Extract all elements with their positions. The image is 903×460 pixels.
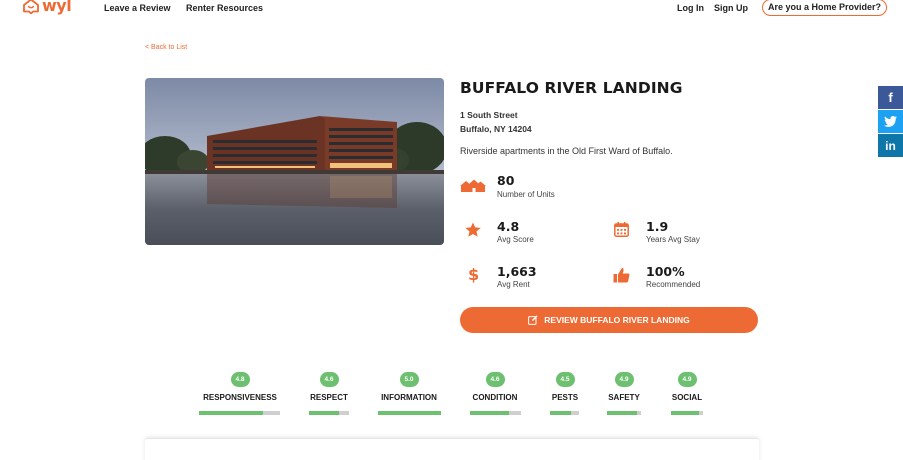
twitter-icon xyxy=(884,116,897,127)
recommended-value: 100% xyxy=(646,264,685,279)
rating-bar-safety xyxy=(607,411,641,415)
rating-label: RESPONSIVENESS xyxy=(203,393,277,402)
property-photo xyxy=(145,78,444,245)
rating-responsiveness: 4.8 RESPONSIVENESS xyxy=(180,372,300,402)
avg-rent-label: Avg Rent xyxy=(497,280,530,289)
rating-score-badge: 4.5 xyxy=(555,372,575,387)
star-icon xyxy=(465,222,481,237)
rating-bar-fill xyxy=(470,411,509,415)
avg-score-label: Avg Score xyxy=(497,235,534,244)
facebook-icon: f xyxy=(888,90,893,105)
rating-bar-respect xyxy=(309,411,349,415)
rating-score-badge: 4.6 xyxy=(319,372,339,387)
signup-link[interactable]: Sign Up xyxy=(714,3,748,13)
rating-bar-fill xyxy=(607,411,637,415)
rating-bar-fill xyxy=(199,411,263,415)
rating-label: SOCIAL xyxy=(671,393,703,402)
rating-score-badge: 4.9 xyxy=(614,372,634,387)
dollar-icon: $ xyxy=(468,265,480,284)
rating-bar-fill xyxy=(378,411,441,415)
twitter-share-button[interactable] xyxy=(878,110,903,133)
avg-rent-value: 1,663 xyxy=(497,264,537,279)
edit-icon xyxy=(528,315,538,325)
rating-label: INFORMATION xyxy=(381,393,437,402)
houses-icon xyxy=(460,179,486,192)
nav-renter-resources[interactable]: Renter Resources xyxy=(186,3,264,13)
rating-bar-social xyxy=(671,411,703,415)
address-line2: Buffalo, NY 14204 xyxy=(460,124,532,134)
rating-score-badge: 4.6 xyxy=(485,372,505,387)
rating-label: RESPECT xyxy=(310,393,348,402)
avg-stay-value: 1.9 xyxy=(646,219,669,234)
logo-text: wyl xyxy=(42,0,72,15)
units-value: 80 xyxy=(497,173,515,188)
stat-avg-stay: 1.9 Years Avg Stay xyxy=(613,219,753,249)
review-property-button[interactable]: REVIEW BUFFALO RIVER LANDING xyxy=(460,307,758,333)
address-line1: 1 South Street xyxy=(460,110,518,120)
thumbs-up-icon xyxy=(613,268,630,283)
recommended-label: Recommended xyxy=(646,280,701,289)
stat-recommended: 100% Recommended xyxy=(613,264,758,294)
rating-bar-fill xyxy=(309,411,340,415)
top-nav: wyl Leave a Review Renter Resources Log … xyxy=(0,0,903,18)
linkedin-icon: in xyxy=(885,138,896,153)
rating-bar-pests xyxy=(550,411,579,415)
rating-bar-information xyxy=(378,411,441,415)
review-button-label: REVIEW BUFFALO RIVER LANDING xyxy=(544,315,690,325)
rating-condition: 4.6 CONDITION xyxy=(435,372,555,402)
linkedin-share-button[interactable]: in xyxy=(878,134,903,157)
rating-score-badge: 5.0 xyxy=(399,372,419,387)
avg-stay-label: Years Avg Stay xyxy=(646,235,700,244)
house-speech-icon xyxy=(23,0,39,14)
home-provider-button[interactable]: Are you a Home Provider? xyxy=(762,0,887,16)
property-description: Riverside apartments in the Old First Wa… xyxy=(460,146,673,156)
property-title: BUFFALO RIVER LANDING xyxy=(460,79,683,97)
calendar-icon xyxy=(614,222,629,237)
rating-score-badge: 4.9 xyxy=(677,372,697,387)
rating-information: 5.0 INFORMATION xyxy=(349,372,469,402)
facebook-share-button[interactable]: f xyxy=(878,86,903,109)
login-link[interactable]: Log In xyxy=(677,3,704,13)
stat-units: 80 Number of Units xyxy=(460,173,610,203)
rating-label: CONDITION xyxy=(472,393,518,402)
rating-score-badge: 4.8 xyxy=(230,372,250,387)
units-label: Number of Units xyxy=(497,190,555,199)
reviews-card xyxy=(145,438,759,460)
rating-bar-fill xyxy=(671,411,700,415)
rating-bar-responsiveness xyxy=(199,411,280,415)
property-photo-illustration xyxy=(145,78,444,245)
rating-pests: 4.5 PESTS xyxy=(505,372,625,402)
rating-bar-fill xyxy=(550,411,572,415)
stat-avg-rent: $ 1,663 Avg Rent xyxy=(460,264,600,294)
rating-bar-condition xyxy=(470,411,521,415)
rating-respect: 4.6 RESPECT xyxy=(269,372,389,402)
avg-score-value: 4.8 xyxy=(497,219,520,234)
rating-label: SAFETY xyxy=(608,393,640,402)
nav-leave-review[interactable]: Leave a Review xyxy=(104,3,171,13)
stat-avg-score: 4.8 Avg Score xyxy=(460,219,600,249)
rating-safety: 4.9 SAFETY xyxy=(564,372,684,402)
rating-social: 4.9 SOCIAL xyxy=(627,372,747,402)
logo[interactable]: wyl xyxy=(22,0,72,15)
rating-label: PESTS xyxy=(551,393,579,402)
back-to-list-link[interactable]: < Back to List xyxy=(145,44,188,51)
